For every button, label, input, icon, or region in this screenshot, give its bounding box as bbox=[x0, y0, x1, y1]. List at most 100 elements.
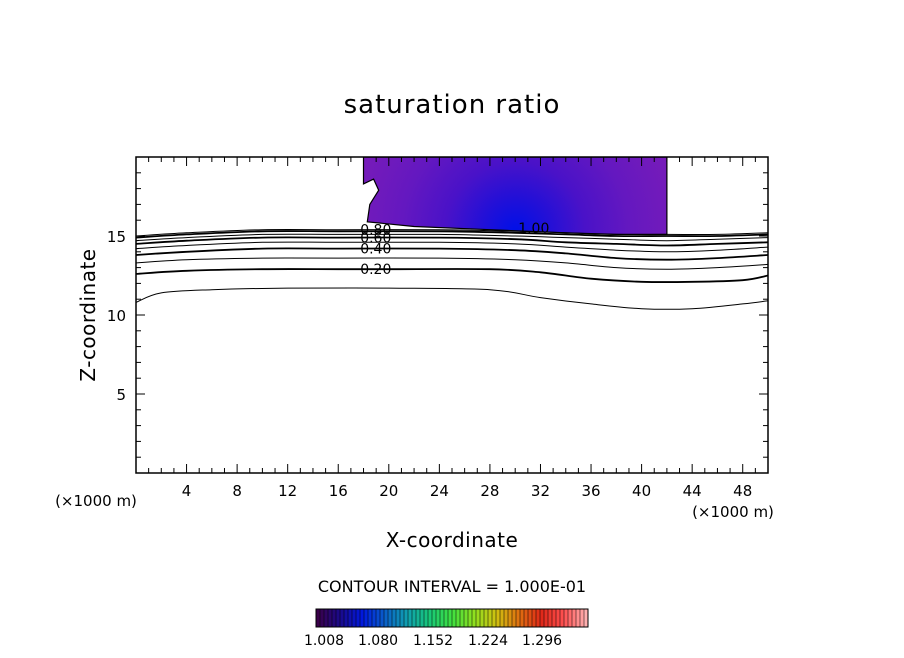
colorbar-cell bbox=[352, 609, 357, 627]
colorbar-cell bbox=[372, 609, 377, 627]
contour-label: 0.20 bbox=[360, 262, 391, 278]
colorbar-cell bbox=[568, 609, 573, 627]
colorbar-cell bbox=[428, 609, 433, 627]
x-tick-label: 36 bbox=[581, 482, 600, 500]
colorbar-cell bbox=[348, 609, 353, 627]
x-tick-label: 8 bbox=[232, 482, 242, 500]
colorbar-cell bbox=[552, 609, 557, 627]
colorbar-cell bbox=[576, 609, 581, 627]
y-tick-label: 5 bbox=[116, 386, 126, 404]
colorbar-cell bbox=[528, 609, 533, 627]
y-tick-label: 15 bbox=[107, 228, 126, 246]
colorbar-tick-label: 1.152 bbox=[413, 633, 453, 649]
contour-interval-text: CONTOUR INTERVAL = 1.000E-01 bbox=[318, 577, 586, 596]
colorbar-cell bbox=[364, 609, 369, 627]
colorbar-cell bbox=[544, 609, 549, 627]
colorbar-tick-label: 1.224 bbox=[468, 633, 508, 649]
colorbar-cell bbox=[400, 609, 405, 627]
contour-label: 0.40 bbox=[360, 242, 391, 258]
x-tick-label: 20 bbox=[379, 482, 398, 500]
colorbar-cell bbox=[340, 609, 345, 627]
colorbar-tick-label: 1.296 bbox=[522, 633, 562, 649]
x-axis-ticks: 4 8 12 16 20 24 28 32 36 40 44 48 bbox=[148, 157, 756, 500]
colorbar-cell bbox=[508, 609, 513, 627]
colorbar-cell bbox=[492, 609, 497, 627]
colorbar-cell bbox=[344, 609, 349, 627]
colorbar-cell bbox=[520, 609, 525, 627]
colorbar-cell bbox=[512, 609, 517, 627]
y-tick-label: 10 bbox=[107, 307, 126, 325]
colorbar-cell bbox=[444, 609, 449, 627]
x-tick-label: 48 bbox=[733, 482, 752, 500]
x-tick-label: 40 bbox=[632, 482, 651, 500]
colorbar-cell bbox=[336, 609, 341, 627]
y-axis-ticks: 5 10 15 bbox=[107, 172, 768, 458]
colorbar-cell bbox=[556, 609, 561, 627]
colorbar-ticks: 1.008 1.080 1.152 1.224 1.296 bbox=[304, 633, 562, 649]
colorbar-frame bbox=[315, 608, 589, 628]
z-unit-label: (×1000 m) bbox=[55, 492, 137, 510]
contour-label: 0.80 bbox=[360, 223, 391, 239]
colorbar-cell bbox=[460, 609, 465, 627]
y-axis-title: Z-coordinate bbox=[76, 248, 100, 381]
colorbar-cell bbox=[440, 609, 445, 627]
colorbar-cell bbox=[536, 609, 541, 627]
colorbar-cell bbox=[424, 609, 429, 627]
colorbar-cell bbox=[516, 609, 521, 627]
colorbar-cell bbox=[504, 609, 509, 627]
contour-line bbox=[136, 228, 768, 237]
colorbar-cell bbox=[324, 609, 329, 627]
colorbar-cell bbox=[456, 609, 461, 627]
x-tick-label: 4 bbox=[182, 482, 192, 500]
colorbar-cell bbox=[320, 609, 325, 627]
colorbar-cell bbox=[412, 609, 417, 627]
contour-line bbox=[136, 247, 768, 261]
colorbar-tick-label: 1.008 bbox=[304, 633, 344, 649]
contour-label: 0.60 bbox=[360, 231, 391, 247]
x-tick-label: 24 bbox=[430, 482, 449, 500]
colorbar-cell bbox=[500, 609, 505, 627]
colorbar-cell bbox=[484, 609, 489, 627]
colorbar-cell bbox=[356, 609, 361, 627]
colorbar-cell bbox=[564, 609, 569, 627]
contour-labels: 0.800.600.40 0.20 1.00 bbox=[360, 221, 549, 278]
x-tick-label: 44 bbox=[683, 482, 702, 500]
colorbar-cell bbox=[572, 609, 577, 627]
colorbar-cell bbox=[368, 609, 373, 627]
contour-line bbox=[136, 257, 768, 270]
colorbar-cell bbox=[496, 609, 501, 627]
colorbar-cell bbox=[452, 609, 457, 627]
colorbar-cell bbox=[464, 609, 469, 627]
colorbar-cell bbox=[580, 609, 585, 627]
colorbar-cell bbox=[392, 609, 397, 627]
colorbar-cell bbox=[472, 609, 477, 627]
colorbar-cell bbox=[468, 609, 473, 627]
colorbar-cell bbox=[376, 609, 381, 627]
colorbar-cell bbox=[416, 609, 421, 627]
contour-line bbox=[136, 287, 768, 310]
contour-line bbox=[136, 268, 768, 283]
colorbar-cell bbox=[332, 609, 337, 627]
colorbar-cell bbox=[476, 609, 481, 627]
colorbar-cell bbox=[328, 609, 333, 627]
colorbar-tick-label: 1.080 bbox=[358, 633, 398, 649]
contour-line bbox=[136, 230, 768, 239]
colorbar-cell bbox=[432, 609, 437, 627]
colorbar-cell bbox=[448, 609, 453, 627]
colorbar-cell bbox=[560, 609, 565, 627]
contour-label: 1.00 bbox=[518, 221, 549, 237]
x-axis-title: X-coordinate bbox=[386, 528, 519, 552]
colorbar-cell bbox=[436, 609, 441, 627]
colorbar bbox=[315, 608, 589, 628]
contour-line bbox=[136, 241, 768, 253]
colorbar-cell bbox=[316, 609, 321, 627]
x-tick-label: 16 bbox=[329, 482, 348, 500]
colorbar-cell bbox=[480, 609, 485, 627]
colorbar-cell bbox=[360, 609, 365, 627]
colorbar-cell bbox=[408, 609, 413, 627]
x-tick-label: 32 bbox=[531, 482, 550, 500]
colorbar-cell bbox=[584, 609, 589, 627]
x-tick-label: 28 bbox=[480, 482, 499, 500]
colorbar-cell bbox=[420, 609, 425, 627]
